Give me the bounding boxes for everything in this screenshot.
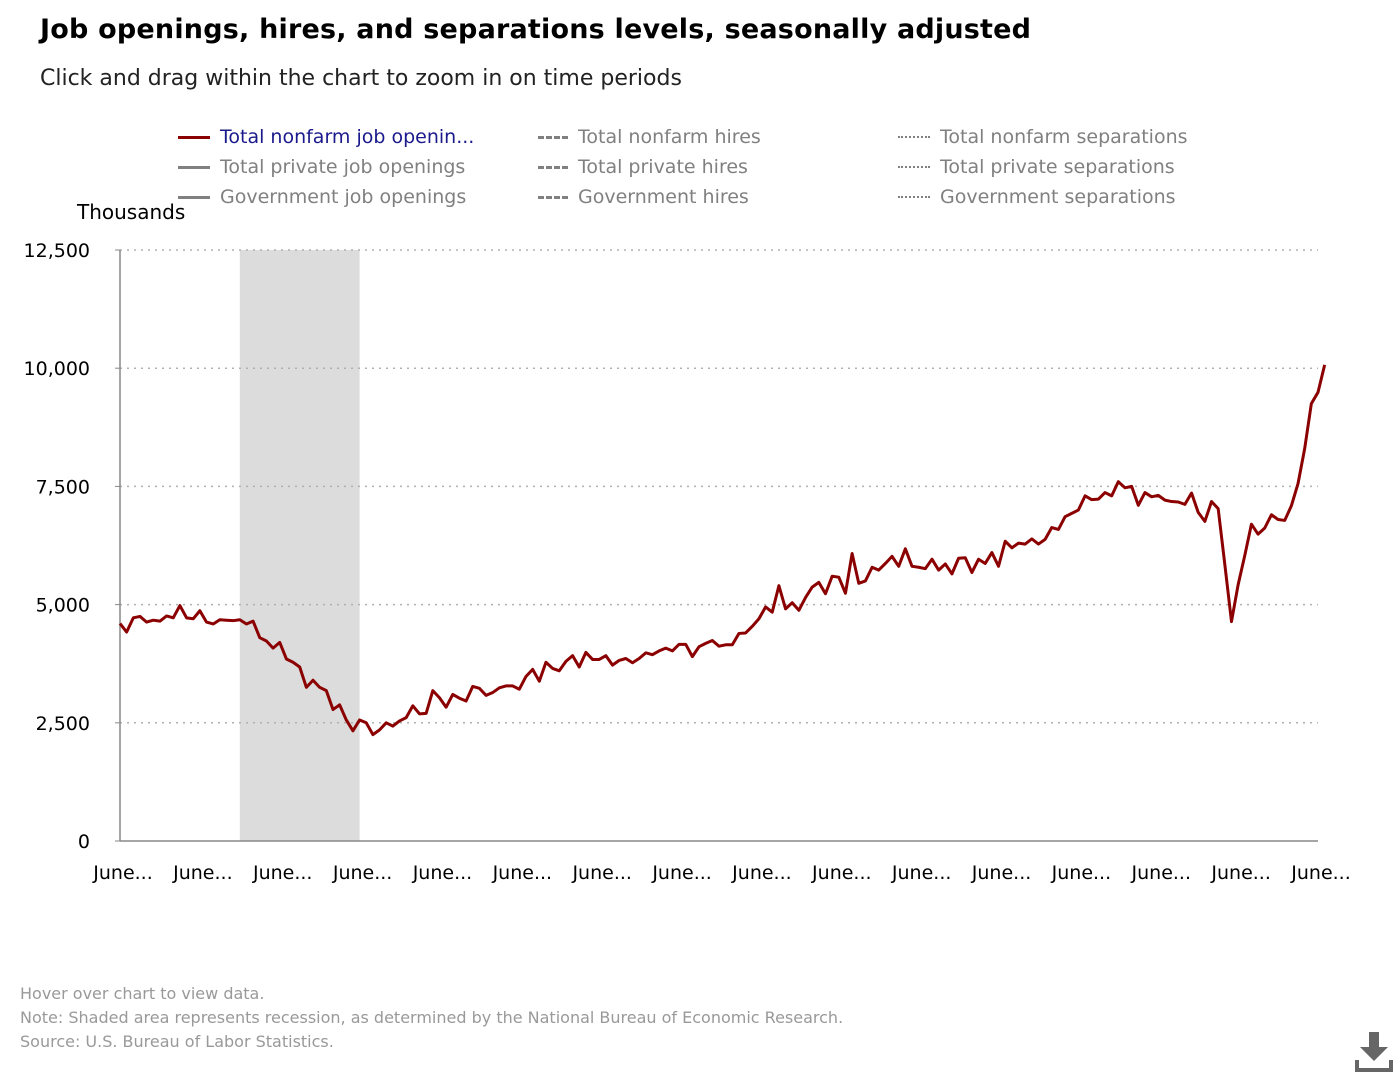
x-tick-label: June... — [412, 862, 473, 884]
x-tick-label: June... — [332, 862, 393, 884]
x-tick-label: June... — [811, 862, 872, 884]
legend-label: Total private hires — [578, 156, 748, 178]
legend-label: Government job openings — [220, 186, 467, 208]
source-note: Source: U.S. Bureau of Labor Statistics. — [20, 1032, 334, 1051]
x-tick-label: June... — [92, 862, 153, 884]
legend-label: Government separations — [940, 186, 1176, 208]
legend-swatch — [178, 135, 210, 139]
x-tick-label: June... — [1051, 862, 1112, 884]
legend-item-government-separations[interactable]: Government separations — [898, 182, 1176, 212]
x-tick-label: June... — [731, 862, 792, 884]
x-tick-label: June... — [1290, 862, 1351, 884]
legend-item-total-private-hires[interactable]: Total private hires — [538, 152, 748, 182]
download-arrow-icon — [1355, 1032, 1393, 1072]
legend-swatch — [538, 165, 568, 169]
y-tick-label: 10,000 — [24, 358, 90, 380]
line-chart[interactable]: 0 2,500 5,000 7,500 10,000 12,500 Thousands Jun… — [0, 195, 1400, 895]
legend-item-total-nonfarm-hires[interactable]: Total nonfarm hires — [538, 122, 761, 152]
x-tick-label: June... — [252, 862, 313, 884]
chart-legend: Total nonfarm job openin... Total private… — [178, 122, 1238, 218]
y-tick-label: 12,500 — [24, 240, 90, 262]
legend-item-total-nonfarm-job-openin[interactable]: Total nonfarm job openin... — [178, 122, 474, 152]
y-tick-label: 0 — [78, 831, 90, 853]
legend-swatch — [178, 165, 210, 169]
legend-item-total-nonfarm-separations[interactable]: Total nonfarm separations — [898, 122, 1188, 152]
chart-footer: Hover over chart to view data. Note: Sha… — [20, 982, 843, 1054]
x-tick-label: June... — [172, 862, 233, 884]
legend-swatch — [538, 195, 568, 199]
hover-hint: Hover over chart to view data. — [20, 984, 265, 1003]
legend-label: Total private job openings — [220, 156, 466, 178]
legend-label: Total nonfarm separations — [940, 126, 1188, 148]
y-tick-label: 7,500 — [36, 476, 90, 498]
x-tick-label: June... — [571, 862, 632, 884]
chart-title: Job openings, hires, and separations lev… — [40, 14, 1032, 45]
legend-label: Total private separations — [940, 156, 1175, 178]
legend-swatch — [898, 196, 930, 198]
legend-label: Total nonfarm hires — [578, 126, 761, 148]
legend-label: Total nonfarm job openin... — [220, 126, 475, 148]
legend-swatch — [898, 136, 930, 138]
x-tick-label: June... — [971, 862, 1032, 884]
legend-swatch — [898, 166, 930, 168]
legend-item-total-private-separations[interactable]: Total private separations — [898, 152, 1175, 182]
recession-shade — [239, 250, 360, 841]
y-axis-label: Thousands — [76, 200, 185, 224]
y-tick-label: 2,500 — [36, 713, 90, 735]
recession-note: Note: Shaded area represents recession, … — [20, 1008, 844, 1027]
series-line-total-nonfarm-job-openings[interactable] — [118, 364, 1327, 737]
x-tick-label: June... — [651, 862, 712, 884]
x-tick-label: June... — [891, 862, 952, 884]
legend-item-government-job-openings[interactable]: Government job openings — [178, 182, 466, 212]
legend-swatch — [538, 135, 568, 139]
download-icon[interactable] — [1354, 1030, 1394, 1074]
y-tick-label: 5,000 — [36, 595, 90, 617]
legend-item-total-private-job-openings[interactable]: Total private job openings — [178, 152, 465, 182]
x-tick-label: June... — [1210, 862, 1271, 884]
x-tick-label: June... — [492, 862, 553, 884]
legend-label: Government hires — [578, 186, 749, 208]
legend-swatch — [178, 195, 210, 199]
chart-subtitle: Click and drag within the chart to zoom … — [40, 66, 682, 91]
legend-item-government-hires[interactable]: Government hires — [538, 182, 749, 212]
x-tick-label: June... — [1131, 862, 1192, 884]
